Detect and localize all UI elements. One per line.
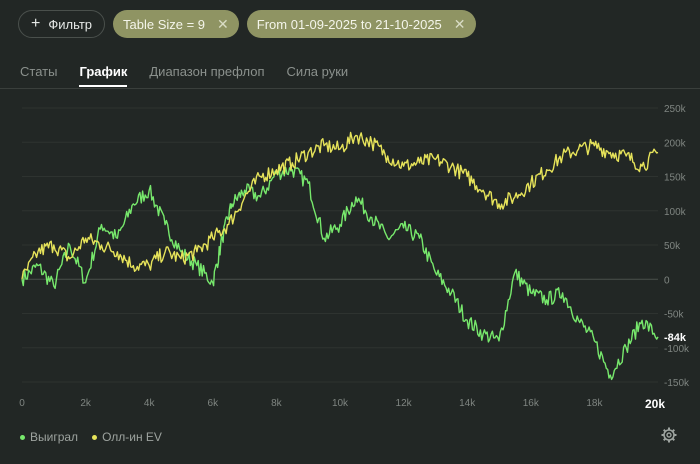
chip-label: From 01-09-2025 to 21-10-2025 xyxy=(256,16,442,32)
y-tick-label: 100k xyxy=(664,207,687,218)
x-tick-label: 12k xyxy=(396,398,413,409)
legend-item-ev[interactable]: Олл-ин EV xyxy=(92,430,162,444)
close-icon[interactable]: ✕ xyxy=(453,15,466,32)
legend-label-won: Выиграл xyxy=(30,430,79,444)
chart-overlay: -84k xyxy=(664,332,687,344)
x-tick-label: 4k xyxy=(144,398,156,409)
y-tick-label: -150k xyxy=(664,378,690,389)
x-end-label: 20k xyxy=(645,397,665,411)
y-tick-label: -50k xyxy=(664,310,684,321)
y-tick-label: 0 xyxy=(664,275,670,286)
series-line-0 xyxy=(21,167,659,381)
tab-bar: Статы График Диапазон префлоп Сила руки xyxy=(20,64,348,87)
y-tick-label: 150k xyxy=(664,173,687,184)
date-range-chip[interactable]: From 01-09-2025 to 21-10-2025 ✕ xyxy=(246,10,476,38)
table-size-chip[interactable]: Table Size = 9 ✕ xyxy=(113,10,239,38)
y-tick-label: -100k xyxy=(664,344,690,355)
x-tick-label: 0 xyxy=(19,398,25,409)
gear-icon[interactable] xyxy=(661,427,677,443)
x-axis: 0 2k 4k 6k 8k 10k 12k 14k 16k 18k 20k xyxy=(19,397,665,411)
tab-stats[interactable]: Статы xyxy=(20,64,58,79)
tab-divider xyxy=(0,88,700,89)
chip-label: Table Size = 9 xyxy=(123,16,206,32)
close-icon[interactable]: ✕ xyxy=(217,15,229,32)
tab-preflop-range[interactable]: Диапазон префлоп xyxy=(149,64,265,79)
chart-grid xyxy=(22,107,658,383)
x-tick-label: 14k xyxy=(459,398,476,409)
legend-dot-ev xyxy=(92,435,98,441)
x-tick-label: 10k xyxy=(332,398,349,409)
y-tick-label: 250k xyxy=(664,104,687,115)
filter-button-label: Фильтр xyxy=(48,16,93,32)
tab-hand-strength[interactable]: Сила руки xyxy=(286,64,349,79)
plus-icon: + xyxy=(31,15,41,32)
x-tick-label: 8k xyxy=(271,398,283,409)
profit-chart[interactable]: 250k 200k 150k 100k 50k 0 -50k -100k -150k 0 2k 4k… xyxy=(0,98,700,420)
legend-label-ev: Олл-ин EV xyxy=(102,430,162,444)
x-tick-label: 16k xyxy=(523,398,540,409)
y-tick-label: 200k xyxy=(664,138,687,149)
chart-legend: Выиграл Олл-ин EV xyxy=(20,430,162,444)
y-tick-label: 50k xyxy=(664,241,681,252)
series-line-1 xyxy=(21,131,659,280)
x-tick-label: 2k xyxy=(80,398,92,409)
chart-lines xyxy=(21,131,659,381)
y-axis: 250k 200k 150k 100k 50k 0 -50k -100k -150k xyxy=(664,104,690,389)
legend-item-won[interactable]: Выиграл xyxy=(20,430,78,444)
x-tick-label: 18k xyxy=(586,398,603,409)
legend-dot-won xyxy=(20,435,25,441)
tab-graph[interactable]: График xyxy=(79,64,128,87)
filter-button[interactable]: + Фильтр xyxy=(18,10,106,38)
filter-bar: + Фильтр Table Size = 9 ✕ From 01-09-202… xyxy=(18,10,476,38)
x-tick-label: 6k xyxy=(208,398,220,409)
current-value-label: -84k xyxy=(664,332,687,344)
